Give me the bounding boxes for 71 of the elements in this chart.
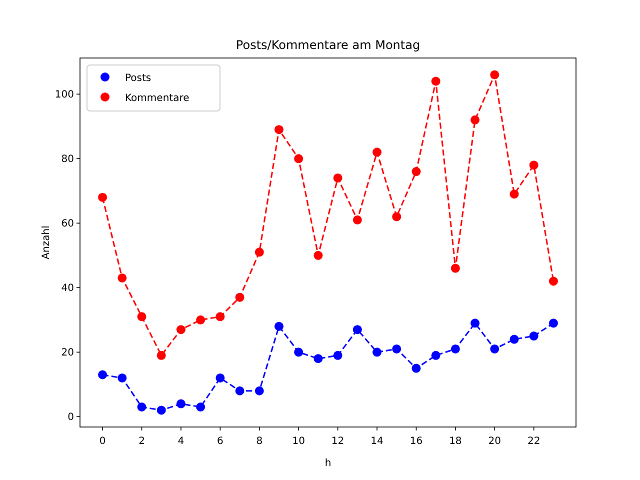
point (510, 334, 519, 344)
point (450, 344, 460, 354)
point (392, 212, 402, 222)
point (352, 325, 362, 334)
point (196, 315, 206, 324)
point (548, 318, 558, 328)
y-tick-label: 0 (68, 412, 74, 424)
point (412, 364, 421, 373)
y-tick-label: 20 (61, 348, 74, 359)
x-tick-label: 0 (99, 436, 106, 447)
x-tick-label: 16 (410, 436, 423, 447)
point (372, 148, 382, 157)
x-tick-label: 14 (370, 436, 384, 447)
point (412, 167, 421, 176)
point (118, 273, 127, 282)
y-tick-label: 60 (61, 218, 74, 230)
point (254, 386, 264, 396)
point (274, 322, 284, 331)
point (490, 70, 500, 80)
x-tick-label: 22 (527, 436, 540, 447)
point (333, 173, 342, 182)
point (176, 399, 186, 408)
point (216, 373, 225, 382)
x-tick-label: 10 (292, 436, 305, 447)
point (450, 264, 460, 273)
y-tick-label: 40 (61, 283, 74, 294)
point (156, 406, 166, 415)
point (137, 312, 146, 322)
x-tick-label: 4 (178, 436, 184, 447)
y-tick-label: 100 (54, 90, 74, 101)
chart-title: Posts/Kommentare am Montag (236, 38, 420, 52)
point (274, 125, 284, 134)
point (372, 348, 382, 357)
point (176, 325, 186, 334)
point (98, 192, 108, 202)
point (196, 402, 206, 412)
point (352, 215, 362, 224)
point (431, 350, 440, 360)
x-tick-label: 2 (138, 436, 145, 447)
point (529, 332, 538, 341)
x-tick-label: 8 (256, 436, 263, 447)
point (490, 344, 500, 354)
point (235, 292, 244, 302)
x-tick-label: 6 (216, 436, 224, 447)
point (470, 318, 480, 328)
y-tick-label: 80 (61, 154, 74, 166)
point (98, 370, 108, 380)
point (529, 160, 538, 170)
point (254, 248, 264, 257)
point (314, 250, 323, 260)
point (510, 190, 519, 199)
x-tick-label: 12 (331, 436, 344, 447)
x-tick-label: 18 (449, 436, 462, 447)
legend-label: Posts (125, 73, 152, 84)
x-tick-label: 20 (488, 436, 502, 447)
point (137, 402, 146, 412)
legend-label: Kommentare (125, 93, 190, 104)
point (235, 386, 244, 396)
point (548, 276, 558, 286)
point (392, 344, 402, 354)
point (294, 348, 304, 357)
point (294, 154, 304, 164)
y-axis-title: Anzahl (41, 226, 52, 260)
point (314, 354, 323, 364)
point (431, 76, 440, 86)
point (470, 115, 480, 124)
point (216, 312, 225, 322)
point (333, 350, 342, 360)
point (118, 373, 127, 382)
x-axis-title: h (324, 458, 332, 469)
point (156, 350, 166, 360)
